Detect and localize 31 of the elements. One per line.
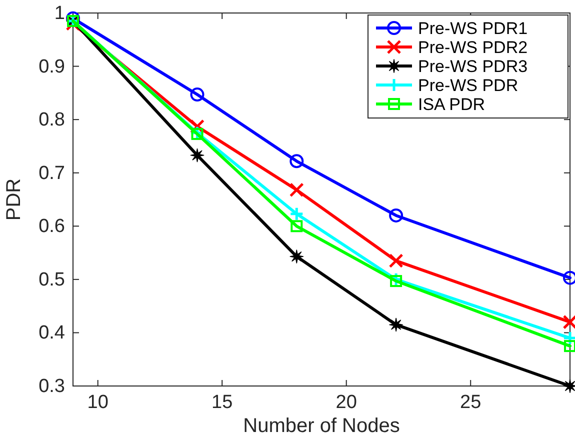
x-tick-label: 15 — [212, 392, 233, 413]
y-tick-label: 0.4 — [38, 322, 66, 344]
y-tick-label: 0.9 — [38, 56, 65, 78]
point — [564, 340, 575, 352]
point — [389, 208, 404, 222]
y-tick-label: 0.6 — [38, 216, 65, 238]
point — [388, 254, 404, 268]
x-axis-title: Number of Nodes — [243, 415, 400, 436]
x-tick-label: 20 — [336, 392, 357, 413]
point — [190, 88, 204, 102]
point — [390, 275, 402, 288]
legend-label: Pre-WS PDR3 — [418, 57, 528, 76]
point — [290, 220, 303, 232]
legend-label: Pre-WS PDR — [418, 76, 518, 95]
legend-label: Pre-WS PDR2 — [418, 38, 528, 57]
legend-label: Pre-WS PDR1 — [418, 19, 528, 38]
point — [289, 182, 304, 198]
y-tick-label: 0.8 — [38, 110, 65, 131]
x-tick-label: 25 — [460, 392, 482, 413]
point — [190, 148, 204, 162]
y-tick-label: 0.7 — [38, 162, 65, 184]
y-tick-label: 0.3 — [38, 376, 65, 397]
point — [289, 206, 304, 222]
y-tick-label: 1 — [54, 3, 65, 24]
legend-label: ISA PDR — [418, 95, 486, 114]
y-axis-title: PDR — [3, 178, 25, 221]
y-tick-label: 0.5 — [38, 269, 65, 290]
point — [290, 154, 304, 168]
x-tick-label: 10 — [87, 392, 108, 413]
point — [389, 318, 403, 332]
point — [290, 250, 304, 264]
